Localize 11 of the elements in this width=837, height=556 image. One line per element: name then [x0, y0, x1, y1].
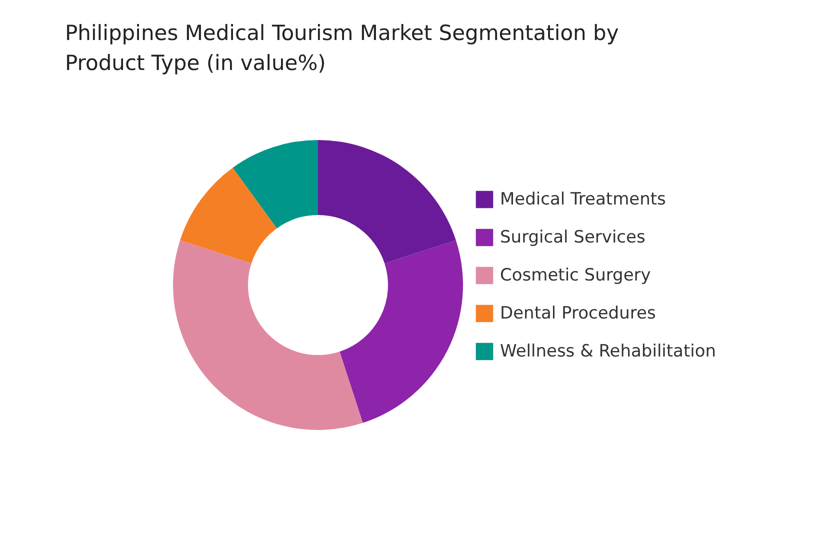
- donut-slice: [232, 140, 318, 228]
- legend-label: Dental Procedures: [500, 304, 656, 324]
- donut-slice: [340, 240, 463, 423]
- legend-label: Wellness & Rehabilitation: [500, 342, 716, 362]
- chart-title: Philippines Medical Tourism Market Segmentation by Product Type (in value%): [65, 21, 619, 75]
- donut-slice: [318, 140, 456, 264]
- legend-label: Cosmetic Surgery: [500, 266, 651, 286]
- legend-label: Medical Treatments: [500, 190, 666, 210]
- legend-label: Surgical Services: [500, 228, 646, 248]
- donut-slice: [180, 168, 277, 264]
- donut-slice: [173, 240, 363, 430]
